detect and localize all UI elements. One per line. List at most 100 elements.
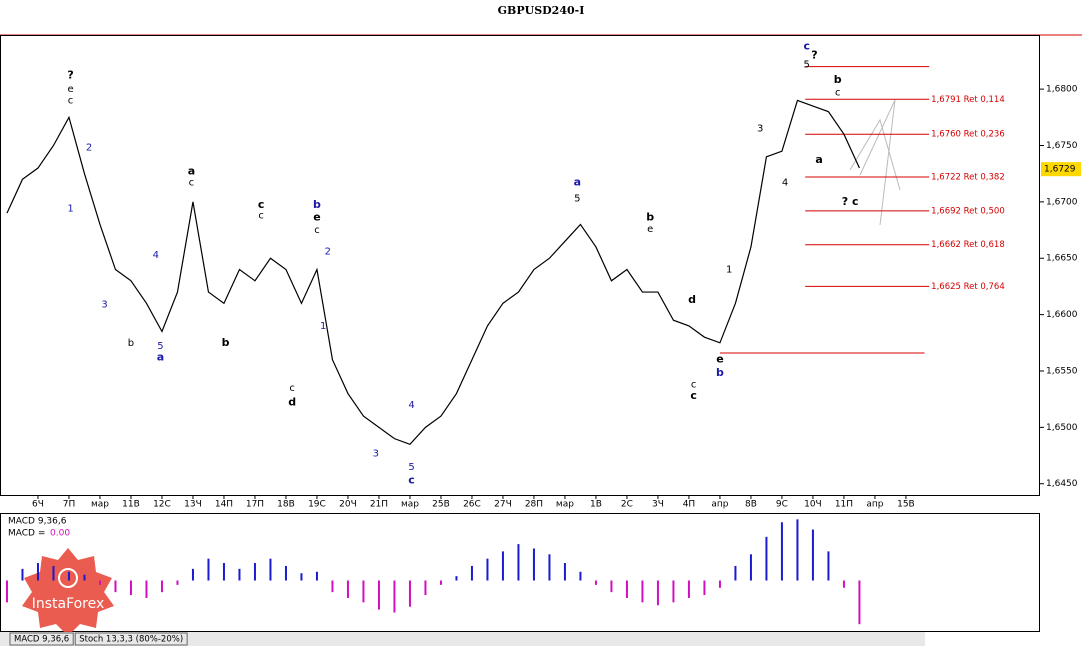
current-price-label: 1,6729: [1044, 165, 1076, 175]
level-label: 1,6791 Ret 0,114: [931, 95, 1005, 105]
macd-bar: [455, 576, 458, 581]
macd-bar: [222, 563, 225, 581]
wave-label: e: [313, 211, 320, 224]
wave-label: 3: [757, 124, 763, 135]
macd-bar: [749, 554, 752, 581]
wave-label: b: [222, 336, 230, 349]
macd-bar: [176, 580, 179, 585]
x-tick-label: 17П: [246, 500, 264, 510]
macd-bar: [687, 580, 690, 598]
wave-label: b: [834, 73, 842, 86]
x-tick-label: 28П: [525, 500, 543, 510]
macd-bar: [765, 536, 768, 581]
main-frame: [0, 35, 1040, 496]
x-tick-label: 8В: [745, 500, 757, 510]
macd-bar: [796, 519, 799, 581]
macd-bar: [52, 565, 55, 581]
macd-bar: [269, 558, 272, 581]
x-tick-label: мар: [556, 500, 574, 510]
wave-label: b: [646, 211, 654, 224]
x-tick-label: 10Ч: [804, 500, 822, 510]
x-tick-label: 11П: [835, 500, 853, 510]
forecast-lines: [849, 99, 901, 226]
macd-bar: [114, 580, 117, 593]
macd-bar: [207, 558, 210, 581]
macd-bar: [67, 571, 70, 581]
level-label: 1,6692 Ret 0,500: [931, 206, 1005, 216]
macd-bar: [253, 563, 256, 581]
x-tick-label: 18В: [277, 500, 295, 510]
macd-bar: [300, 573, 303, 581]
wave-label: c: [691, 380, 697, 391]
wave-label: c: [314, 225, 320, 236]
tab-frame: [74, 632, 188, 646]
macd-frame: [0, 513, 1040, 632]
level-label: 1,6662 Ret 0,618: [931, 240, 1005, 250]
forecast-path: [859, 99, 896, 226]
wave-label: 5: [574, 193, 580, 204]
macd-bar: [21, 568, 24, 581]
tab-frame: [9, 632, 74, 646]
wave-label: c: [690, 389, 697, 402]
wave-label: c: [289, 383, 295, 394]
macd-bar: [5, 580, 8, 603]
wave-label: 5: [804, 59, 810, 70]
macd-bar: [377, 580, 380, 610]
macd-bar: [641, 580, 644, 603]
macd-bar: [362, 580, 365, 603]
wave-label: d: [288, 396, 296, 409]
wave-label: 2: [325, 246, 331, 257]
forecast-path: [849, 118, 901, 191]
macd-bar: [393, 580, 396, 613]
wave-label: c: [68, 95, 74, 106]
current-price-box: [1041, 162, 1081, 177]
x-tick-label: 1В: [590, 500, 602, 510]
wave-label: a: [188, 164, 195, 177]
level-label: 1,6625 Ret 0,764: [931, 282, 1005, 292]
macd-bar: [780, 522, 783, 581]
x-tick-label: 6Ч: [32, 500, 44, 510]
macd-bar: [548, 554, 551, 581]
x-tick-label: 21П: [370, 500, 388, 510]
macd-bar: [129, 580, 132, 596]
x-tick-label: 26С: [463, 500, 481, 510]
macd-bar: [501, 551, 504, 581]
macd-bar: [191, 568, 194, 581]
wave-label: 5: [157, 341, 163, 352]
macd-bar: [36, 563, 39, 581]
wave-label: 5: [408, 462, 414, 473]
x-tick-label: апр: [711, 500, 728, 510]
x-tick-label: мар: [401, 500, 419, 510]
macd-bar: [346, 580, 349, 598]
macd-bar: [610, 580, 613, 593]
macd-bar: [625, 580, 628, 598]
y-tick-label: 1,6500: [1046, 423, 1078, 433]
indicator-tab: Stoch 13,3,3 (80%-20%): [79, 635, 183, 645]
y-tick-label: 1,6650: [1046, 254, 1078, 264]
logo-text: InstaForex: [32, 596, 105, 612]
logo-star: [22, 548, 114, 636]
tab-strip: [0, 632, 925, 646]
macd-bar: [858, 580, 861, 625]
level-label: 1,6760 Ret 0,236: [931, 130, 1005, 140]
x-tick-label: 14П: [215, 500, 233, 510]
x-tick-label: 12С: [153, 500, 171, 510]
wave-label: d: [688, 293, 696, 306]
wave-label: 4: [153, 250, 159, 261]
macd-prefix: MACD =: [8, 529, 45, 539]
x-tick-label: мар: [91, 500, 109, 510]
macd-bar: [594, 580, 597, 585]
wave-label: c: [258, 198, 265, 211]
wave-label: ?: [811, 48, 817, 61]
wave-label: b: [313, 198, 321, 211]
y-tick-label: 1,6750: [1046, 141, 1078, 151]
wave-label: a: [157, 350, 164, 363]
wave-label: ? c: [842, 195, 859, 208]
macd-bar: [83, 574, 86, 581]
wave-label: 1: [67, 204, 73, 215]
x-tick-label: 9С: [776, 500, 788, 510]
macd-bar: [734, 565, 737, 581]
wave-label: 1: [726, 265, 732, 276]
